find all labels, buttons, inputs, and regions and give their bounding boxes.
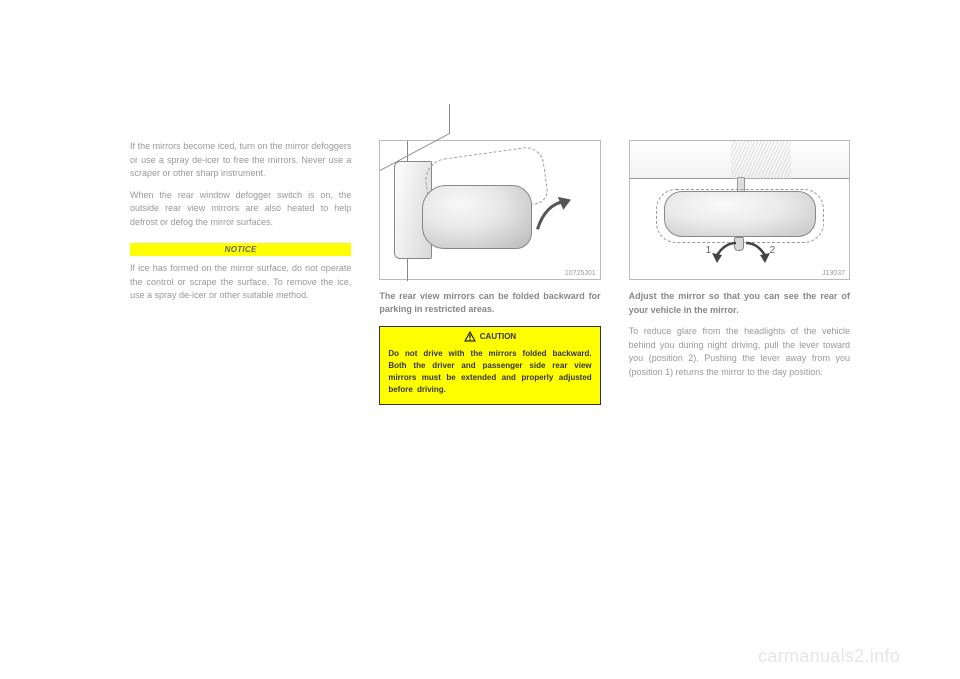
headliner-hatch <box>731 141 791 179</box>
three-column-layout: If the mirrors become iced, turn on the … <box>130 140 850 405</box>
caution-label: CAUTION <box>480 332 516 341</box>
figure-1-caption: The rear view mirrors can be folded back… <box>379 290 600 316</box>
col1-paragraph-1: If the mirrors become iced, turn on the … <box>130 140 351 181</box>
notice-body: If ice has formed on the mirror surface,… <box>130 262 351 303</box>
figure-2-caption-1: Adjust the mirror so that you can see th… <box>629 290 850 317</box>
position-label-2: 2 <box>770 245 776 256</box>
figure-side-mirror: 10725J01 <box>379 140 600 280</box>
notice-heading: NOTICE <box>130 243 351 256</box>
caution-header: CAUTION <box>380 327 599 344</box>
column-3: 1 2 J13037 Adjust the mirror so that you… <box>629 140 850 405</box>
lever-arrow-2-icon <box>742 239 770 263</box>
lever-arrow-1-icon <box>712 239 740 263</box>
figure-2-caption-2: To reduce glare from the headlights of t… <box>629 325 850 379</box>
manual-page: If the mirrors become iced, turn on the … <box>0 0 960 679</box>
caution-box: CAUTION Do not drive with the mirrors fo… <box>379 326 600 405</box>
figure-1-id: 10725J01 <box>565 270 596 277</box>
watermark: carmanuals2.info <box>758 646 900 667</box>
figure-2-id: J13037 <box>822 270 845 277</box>
caution-body: Do not drive with the mirrors folded bac… <box>380 344 599 404</box>
figure-rear-view-mirror: 1 2 J13037 <box>629 140 850 280</box>
side-mirror-icon <box>422 185 532 249</box>
col1-paragraph-2: When the rear window defogger switch is … <box>130 189 351 230</box>
column-1: If the mirrors become iced, turn on the … <box>130 140 351 405</box>
warning-triangle-icon <box>464 331 476 342</box>
rear-view-mirror-icon <box>664 191 816 237</box>
column-2: 10725J01 The rear view mirrors can be fo… <box>379 140 600 405</box>
position-label-1: 1 <box>706 245 712 256</box>
